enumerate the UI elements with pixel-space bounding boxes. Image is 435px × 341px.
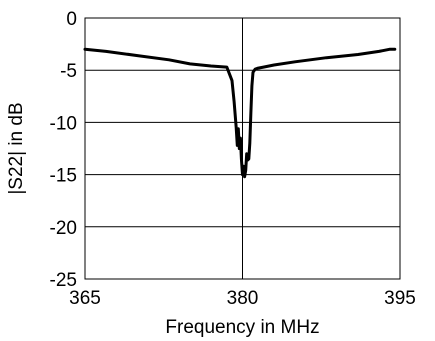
y-tick-label-3: -15 — [50, 166, 77, 187]
y-tick-label-1: -5 — [60, 61, 77, 82]
y-axis-label: |S22| in dB — [6, 102, 27, 194]
series-layer — [83, 47, 397, 179]
series-line-0 — [83, 47, 397, 179]
y-tick-label-4: -20 — [50, 218, 77, 239]
x-tick-label-2: 395 — [384, 288, 416, 309]
y-tick-label-0: 0 — [66, 9, 77, 30]
x-tick-label-1: 380 — [227, 288, 259, 309]
y-tick-label-5: -25 — [50, 270, 77, 291]
x-axis-label: Frequency in MHz — [165, 317, 319, 338]
y-axis-ticks: 0 -5 -10 -15 -20 -25 — [50, 9, 77, 291]
y-tick-label-2: -10 — [50, 113, 77, 134]
x-axis-ticks: 365 380 395 — [69, 288, 416, 309]
plot-frame — [84, 17, 401, 280]
x-tick-label-0: 365 — [69, 288, 101, 309]
